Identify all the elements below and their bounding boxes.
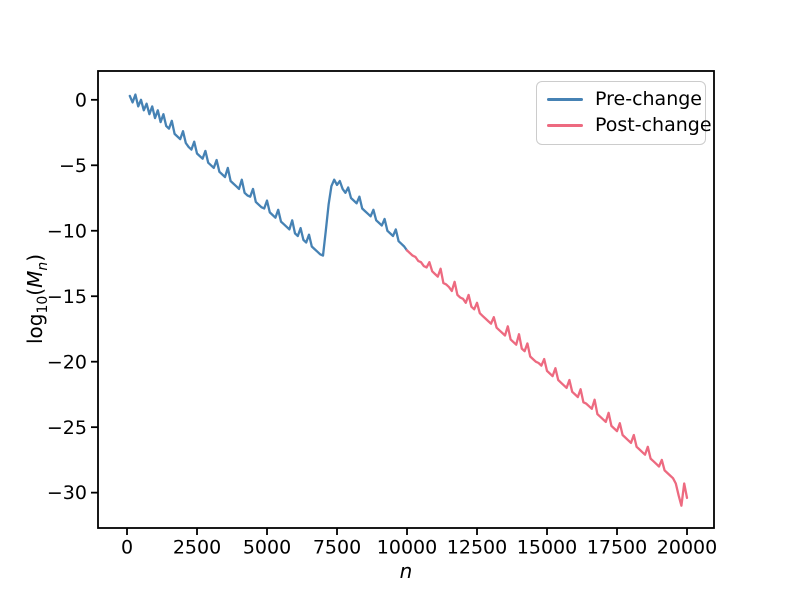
ylabel-variable: M: [23, 270, 47, 288]
ylabel-close-paren: ): [23, 253, 47, 262]
y-axis-ticks: 0 −5 −10 −15 −20 −25 −30: [47, 89, 98, 504]
legend-label-pre-change: Pre-change: [595, 88, 702, 110]
y-tick-label: 0: [75, 89, 87, 111]
x-axis-label: n: [399, 559, 413, 583]
y-tick-label: −25: [47, 417, 87, 439]
series-line-post-change: [405, 249, 689, 507]
data-series-group: [128, 93, 689, 507]
pre-change-line-swatch-icon: [547, 98, 583, 102]
y-tick-label: −30: [47, 482, 87, 504]
legend-entry-pre-change: Pre-change: [547, 88, 702, 110]
ylabel-func: log: [23, 313, 47, 345]
x-tick-label: 10000: [377, 537, 437, 559]
x-tick-label: 7500: [313, 537, 361, 559]
y-tick-label: −20: [47, 351, 87, 373]
x-tick-label: 15000: [517, 537, 577, 559]
post-change-line-swatch-icon: [547, 124, 583, 128]
ylabel-open-paren: (: [23, 287, 47, 296]
y-axis-label: log10(Mn): [23, 254, 51, 344]
y-tick-label: −10: [47, 220, 87, 242]
y-tick-label: −15: [47, 286, 87, 308]
legend-label-post-change: Post-change: [595, 114, 712, 137]
y-tick-label: −5: [59, 155, 87, 177]
legend: Pre-change Post-change: [536, 81, 712, 145]
x-tick-label: 0: [121, 537, 133, 559]
x-tick-label: 20000: [657, 537, 717, 559]
x-axis-ticks: 0 2500 5000 7500 10000 12500 15000 17500 20000: [121, 528, 717, 559]
axes-frame: [97, 70, 715, 529]
x-tick-label: 2500: [173, 537, 221, 559]
legend-entry-post-change: Post-change: [547, 114, 712, 136]
series-line-pre-change: [128, 93, 409, 257]
x-tick-label: 5000: [243, 537, 291, 559]
ylabel-func-subscript: 10: [35, 295, 51, 314]
x-tick-label: 17500: [587, 537, 647, 559]
x-tick-label: 12500: [447, 537, 507, 559]
ylabel-variable-subscript: n: [35, 261, 51, 271]
